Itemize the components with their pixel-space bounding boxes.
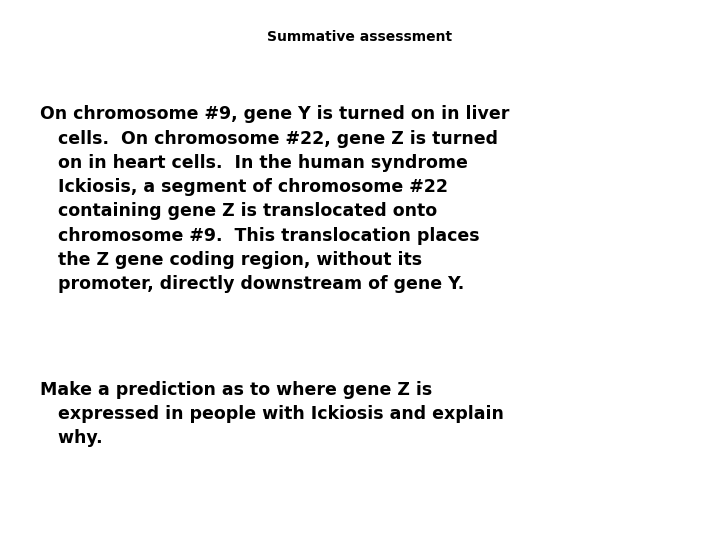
Text: On chromosome #9, gene Y is turned on in liver
   cells.  On chromosome #22, gen: On chromosome #9, gene Y is turned on in… <box>40 105 509 293</box>
Text: Make a prediction as to where gene Z is
   expressed in people with Ickiosis and: Make a prediction as to where gene Z is … <box>40 381 503 447</box>
Text: Summative assessment: Summative assessment <box>267 30 453 44</box>
